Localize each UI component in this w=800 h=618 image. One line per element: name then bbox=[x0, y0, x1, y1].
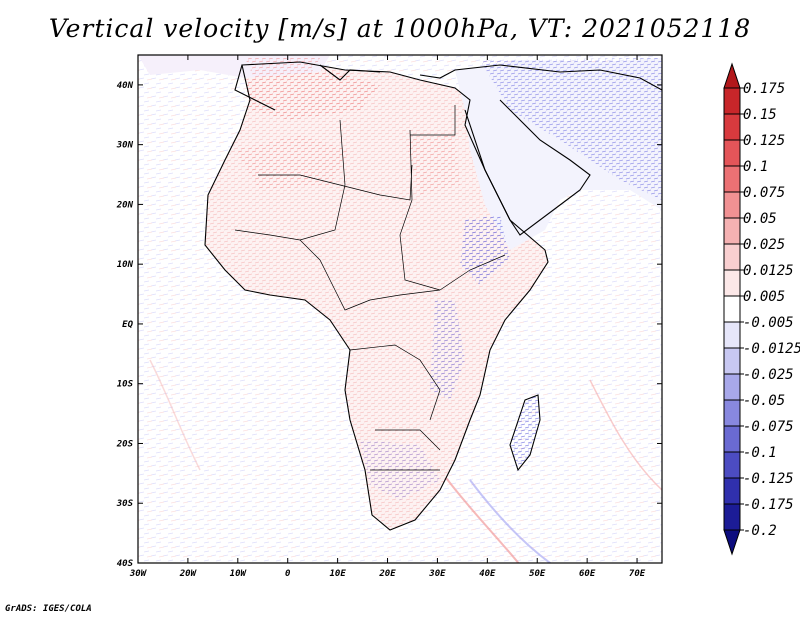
colorbar-label: -0.005 bbox=[743, 315, 794, 331]
lat-tick-label: 40N bbox=[117, 81, 134, 91]
map-title: Vertical velocity [m/s] at 1000hPa, VT: … bbox=[48, 14, 752, 43]
lon-tick-label: 10W bbox=[230, 569, 248, 579]
longitude-axis: 30W 20W 10W 0 10E 20E 30E 40E 50E 60E 70E bbox=[129, 55, 646, 579]
lat-tick-label: 40S bbox=[117, 559, 134, 569]
colorbar-label: 0.025 bbox=[743, 237, 785, 253]
colorbar-label: -0.075 bbox=[743, 419, 794, 435]
colorbar-swatch bbox=[723, 87, 741, 115]
lat-tick-label: 10N bbox=[117, 260, 134, 270]
colorbar-label: -0.0125 bbox=[743, 341, 800, 357]
lon-tick-label: 60E bbox=[579, 569, 596, 579]
colorbar-swatch bbox=[723, 165, 741, 193]
map-frame bbox=[137, 54, 663, 564]
colorbar-label: 0.0125 bbox=[743, 263, 794, 279]
colorbar-arrow-bottom bbox=[723, 529, 741, 556]
colorbar-label: -0.125 bbox=[743, 471, 794, 487]
colorbar-label: 0.15 bbox=[743, 107, 777, 123]
colorbar: 0.175 0.15 0.125 0.1 0.075 0.05 0.025 0.0125 0.0… bbox=[723, 62, 800, 556]
colorbar-swatch bbox=[723, 373, 741, 401]
colorbar-swatch bbox=[723, 321, 741, 349]
coastlines bbox=[204, 61, 662, 531]
colorbar-label: 0.125 bbox=[743, 133, 785, 149]
colorbar-label: -0.175 bbox=[743, 497, 794, 513]
colorbar-swatch bbox=[723, 425, 741, 453]
lon-tick-label: 40E bbox=[479, 569, 496, 579]
colorbar-swatch bbox=[723, 139, 741, 167]
colorbar-arrow-top bbox=[723, 62, 741, 89]
colorbar-swatch bbox=[723, 347, 741, 375]
colorbar-label: 0.005 bbox=[743, 289, 785, 305]
country-borders bbox=[234, 105, 506, 471]
colorbar-label: -0.1 bbox=[743, 445, 777, 461]
lon-tick-label: 50E bbox=[529, 569, 546, 579]
lat-tick-label: 10S bbox=[117, 380, 134, 390]
lat-tick-label: 30N bbox=[116, 141, 134, 151]
colorbar-swatch bbox=[723, 243, 741, 271]
colorbar-swatch bbox=[723, 295, 741, 323]
lat-tick-label: 20N bbox=[116, 200, 134, 210]
lon-tick-label: 20W bbox=[179, 569, 198, 579]
colorbar-label: -0.2 bbox=[743, 523, 777, 539]
lat-tick-label: 30S bbox=[116, 499, 134, 509]
lon-tick-label: 30W bbox=[129, 569, 148, 579]
lon-tick-label: 70E bbox=[629, 569, 646, 579]
colorbar-label: -0.025 bbox=[743, 367, 794, 383]
lon-tick-label: 20E bbox=[378, 569, 396, 579]
velocity-field bbox=[138, 55, 662, 563]
grads-credit: GrADS: IGES/COLA bbox=[5, 604, 92, 614]
lat-tick-label: 20S bbox=[116, 439, 134, 449]
latitude-axis: 40S 30S 20S 10S EQ 10N 20N 30N 40N bbox=[116, 81, 662, 569]
colorbar-swatch bbox=[723, 113, 741, 141]
colorbar-label: 0.175 bbox=[743, 81, 785, 97]
lon-tick-label: 0 bbox=[285, 569, 291, 579]
colorbar-label: -0.05 bbox=[743, 393, 785, 409]
colorbar-swatch bbox=[723, 217, 741, 245]
colorbar-swatch bbox=[723, 191, 741, 219]
colorbar-swatch bbox=[723, 451, 741, 479]
lon-tick-label: 30E bbox=[428, 569, 446, 579]
colorbar-swatch bbox=[723, 269, 741, 297]
colorbar-swatch bbox=[723, 503, 741, 531]
lon-tick-label: 10E bbox=[329, 569, 346, 579]
colorbar-label: 0.1 bbox=[743, 159, 768, 175]
colorbar-label: 0.075 bbox=[743, 185, 785, 201]
colorbar-swatch bbox=[723, 477, 741, 505]
colorbar-label: 0.05 bbox=[743, 211, 777, 227]
lat-tick-label: EQ bbox=[122, 320, 133, 330]
colorbar-swatch bbox=[723, 399, 741, 427]
